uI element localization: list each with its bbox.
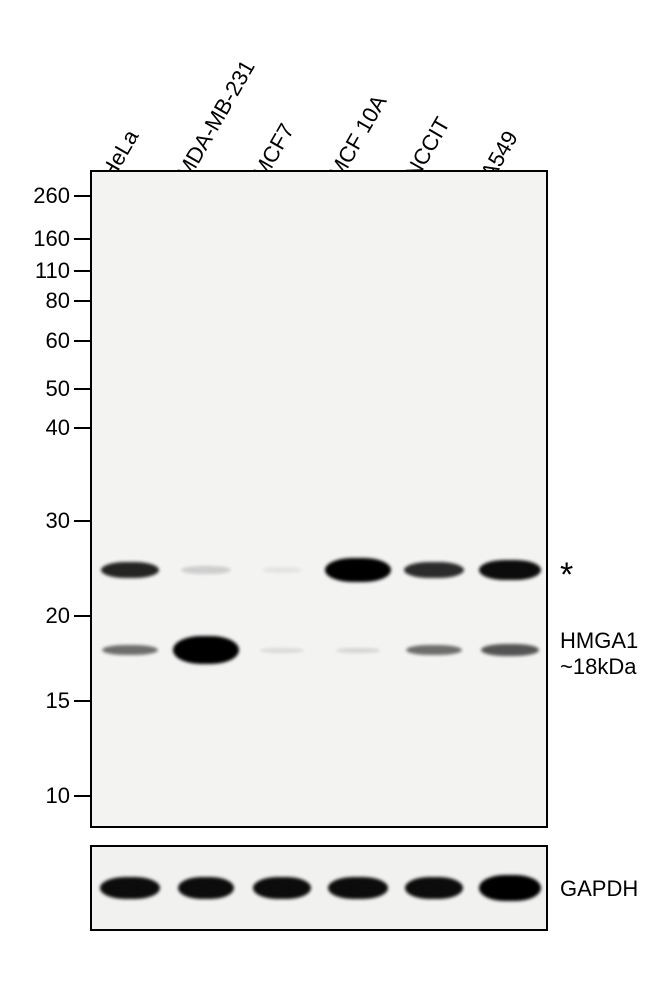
band-upper (479, 560, 541, 580)
mw-tick (74, 700, 90, 702)
band-hmga1 (173, 636, 239, 664)
mw-label: 160 (30, 226, 70, 252)
mw-tick (74, 300, 90, 302)
band-upper (325, 558, 391, 582)
mw-label: 260 (30, 183, 70, 209)
target-label: HMGA1 (560, 628, 638, 654)
mw-tick (74, 195, 90, 197)
loading-control-label: GAPDH (560, 876, 638, 902)
band-gapdh (253, 877, 311, 899)
band-hmga1 (406, 645, 462, 655)
band-hmga1 (102, 645, 158, 655)
mw-tick (74, 427, 90, 429)
target-mw-label: ~18kDa (560, 654, 636, 680)
band-gapdh (178, 877, 234, 899)
mw-label: 50 (40, 376, 70, 402)
band-upper (181, 566, 231, 574)
mw-tick (74, 238, 90, 240)
mw-tick (74, 388, 90, 390)
mw-tick (74, 270, 90, 272)
mw-tick (74, 615, 90, 617)
main-blot-membrane (90, 170, 548, 828)
mw-label: 30 (40, 508, 70, 534)
mw-label: 60 (40, 328, 70, 354)
band-upper (101, 562, 159, 578)
asterisk-annotation: * (560, 556, 573, 595)
band-gapdh (405, 877, 463, 899)
band-upper (404, 562, 464, 578)
western-blot-figure: HeLa MDA-MB-231 MCF7 MCF 10A NCCIT A549 … (0, 0, 650, 1003)
band-gapdh (100, 877, 160, 899)
mw-tick (74, 795, 90, 797)
mw-tick (74, 340, 90, 342)
mw-label: 20 (40, 603, 70, 629)
mw-label: 15 (40, 688, 70, 714)
lane-label: MDA-MB-231 (171, 56, 260, 184)
mw-label: 10 (40, 783, 70, 809)
band-hmga1 (336, 648, 380, 653)
band-hmga1 (260, 648, 304, 653)
mw-label: 40 (40, 415, 70, 441)
band-upper (262, 567, 302, 573)
band-gapdh (479, 875, 541, 901)
band-gapdh (328, 877, 388, 899)
mw-label: 80 (40, 288, 70, 314)
mw-label: 110 (30, 258, 70, 284)
mw-tick (74, 520, 90, 522)
band-hmga1 (481, 644, 539, 656)
